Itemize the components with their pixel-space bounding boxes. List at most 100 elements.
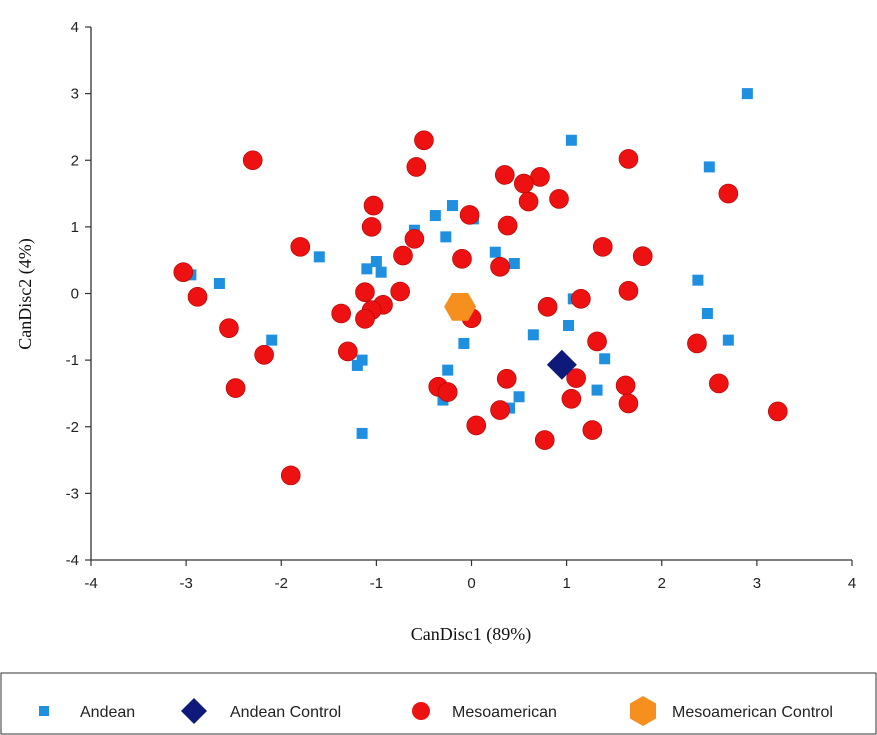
legend-swatch (39, 706, 49, 716)
andean-point (429, 210, 441, 222)
mesoamerican-point (254, 344, 274, 365)
andean-point (458, 337, 470, 349)
mesoamerican-point (496, 368, 517, 389)
andean-point (356, 427, 368, 439)
mesoamerican-point (561, 388, 582, 409)
andean-point (563, 319, 575, 331)
legend-label: Mesoamerican (452, 704, 557, 721)
mesoamerican-point (615, 375, 636, 396)
mesoamerican-point (566, 368, 586, 388)
andean-point (442, 364, 454, 376)
mesoamerican-point (768, 401, 788, 422)
mesoamerican-point (490, 400, 510, 420)
mesoamerican-point (494, 165, 515, 185)
x-tick-label: 4 (848, 575, 856, 592)
andean-point (599, 353, 611, 365)
mesoamerican-point (338, 341, 358, 362)
mesoamerican-point (632, 246, 653, 266)
mesoamerican-point (393, 245, 413, 266)
mesoamerican-point (363, 195, 384, 216)
legend-items: Andean Andean Control Mesoamerican Mesoamer… (39, 696, 833, 726)
x-tick-label: 3 (753, 575, 761, 592)
y-tick-label: -1 (66, 352, 79, 369)
mesoamerican-point (404, 229, 425, 249)
andean-point (527, 329, 539, 341)
andean-point (446, 200, 458, 212)
x-axis-title: CanDisc1 (89%) (411, 624, 531, 645)
andean-point (313, 251, 325, 263)
andean-point (361, 263, 373, 275)
mesoamerican-point (187, 287, 208, 307)
mesoamerican-point (290, 237, 311, 257)
x-tick-label: 0 (467, 575, 475, 592)
x-tick-label: -1 (370, 575, 383, 592)
mesoamerican-point (452, 249, 472, 269)
x-tick-label: 2 (658, 575, 666, 592)
mesoamerican-point (718, 183, 739, 204)
x-tick-label: 1 (562, 575, 570, 592)
andean-point (591, 384, 603, 396)
mesoamerican-point (225, 378, 246, 398)
legend-label: Andean (80, 704, 135, 721)
mesoamerican-point (618, 281, 639, 301)
y-tick-label: -4 (66, 552, 79, 569)
mesoamerican-point (514, 173, 534, 194)
andean-point (508, 258, 520, 270)
andean-point (375, 266, 387, 278)
y-tick-label: 0 (71, 286, 79, 303)
mesoamerican-point (280, 465, 301, 486)
mesoamerican-point (331, 303, 351, 324)
y-tick-label: -3 (66, 485, 79, 502)
legend-frame (0, 672, 877, 735)
andean-control-point (546, 349, 577, 380)
mesoamerican-control-point (444, 293, 477, 321)
andean-point (692, 274, 704, 286)
andean-point (489, 246, 501, 258)
legend-item-mesoamerican-control: Mesoamerican Control (630, 696, 833, 726)
andean-point (701, 307, 713, 319)
legend-item-mesoamerican: Mesoamerican (412, 702, 557, 721)
andean-point (741, 88, 753, 100)
mesoamerican-point (173, 262, 194, 282)
mesoamerican-point (242, 150, 263, 171)
mesoamerican-point (618, 393, 639, 414)
andean-point (722, 334, 734, 346)
mesoamerican-point (497, 215, 518, 236)
legend-label: Andean Control (230, 704, 341, 721)
legend-swatch (412, 702, 430, 720)
andean-point (213, 278, 225, 290)
mesoamerican-point (459, 205, 480, 225)
mesoamerican-point (709, 373, 729, 394)
legend-swatch (181, 698, 207, 724)
x-tick-label: -3 (179, 575, 192, 592)
mesoamerican-point (219, 318, 239, 338)
data-points (173, 88, 788, 486)
andean-point (513, 391, 525, 403)
y-axis-title: CanDisc2 (4%) (15, 238, 36, 349)
mesoamerican-point (390, 281, 410, 302)
andean-point (703, 161, 715, 173)
mesoamerican-point (537, 297, 558, 317)
y-tick-label: 1 (71, 219, 79, 236)
andean-point (351, 359, 363, 371)
legend-label: Mesoamerican Control (672, 704, 833, 721)
mesoamerican-point (355, 309, 375, 329)
mesoamerican-point (534, 430, 555, 450)
y-tick-label: 2 (71, 152, 79, 169)
y-tick-label: -2 (66, 419, 79, 436)
andean-point (440, 231, 452, 243)
mesoamerican-point (414, 130, 434, 151)
legend-swatch (630, 696, 656, 726)
andean-point (565, 134, 577, 146)
mesoamerican-point (618, 149, 639, 169)
legend: Andean Andean Control Mesoamerican Mesoamer… (0, 672, 877, 735)
y-tick-labels: -4 -3 -2 -1 0 1 2 3 4 (66, 19, 91, 569)
mesoamerican-point (355, 282, 375, 302)
mesoamerican-point (466, 415, 487, 436)
mesoamerican-point (587, 331, 607, 352)
mesoamerican-point (361, 217, 382, 237)
mesoamerican-point (549, 189, 569, 209)
mesoamerican-point (687, 333, 707, 354)
mesoamerican-point (571, 289, 591, 309)
